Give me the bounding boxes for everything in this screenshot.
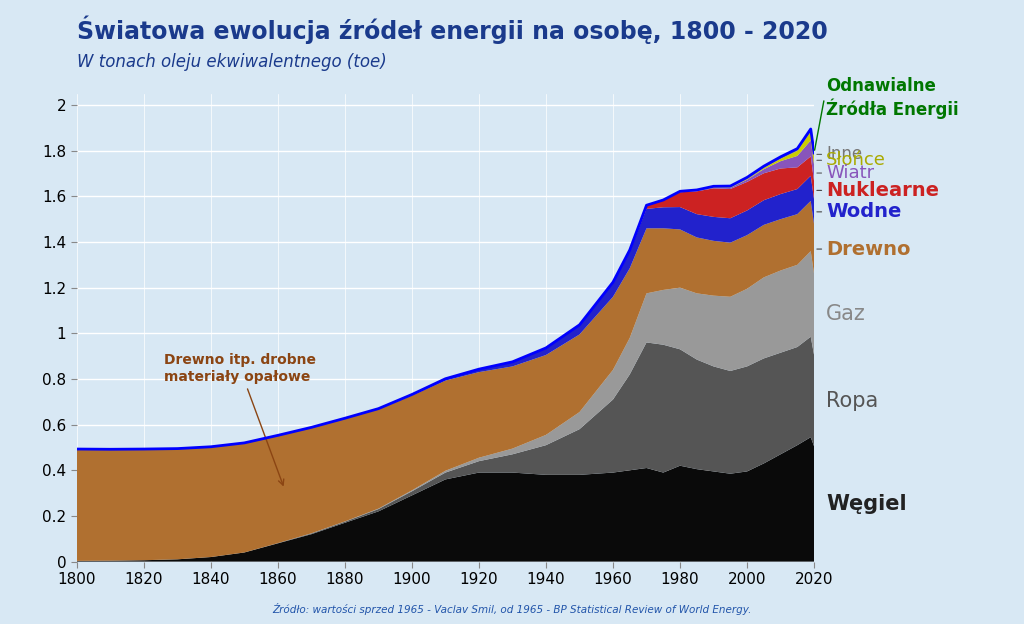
- Text: Słońce: Słońce: [826, 151, 886, 169]
- Text: Wodne: Wodne: [826, 202, 902, 222]
- Text: Wiatr: Wiatr: [826, 164, 874, 182]
- Text: Ropa: Ropa: [826, 391, 879, 411]
- Text: Gaz: Gaz: [826, 305, 866, 324]
- Text: Węgiel: Węgiel: [826, 494, 907, 514]
- Text: Drewno itp. drobne
materiały opałowe: Drewno itp. drobne materiały opałowe: [164, 353, 316, 485]
- Text: Odnawialne
Źródła Energii: Odnawialne Źródła Energii: [826, 77, 959, 119]
- Text: W tonach oleju ekwiwalentnego (toe): W tonach oleju ekwiwalentnego (toe): [77, 53, 386, 71]
- Text: Światowa ewolucja źródeł energii na osobę, 1800 - 2020: Światowa ewolucja źródeł energii na osob…: [77, 16, 827, 44]
- Text: Nuklearne: Nuklearne: [826, 181, 939, 200]
- Text: Źródło: wartości sprzed 1965 - Vaclav Smil, od 1965 - BP Statistical Review of W: Źródło: wartości sprzed 1965 - Vaclav Sm…: [272, 603, 752, 615]
- Text: Inne: Inne: [826, 145, 862, 163]
- Text: Drewno: Drewno: [826, 240, 911, 258]
